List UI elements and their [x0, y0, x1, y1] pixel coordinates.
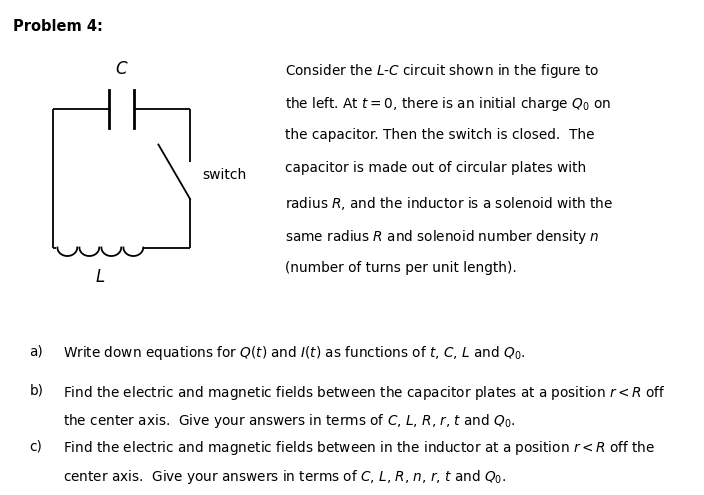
- Text: (number of turns per unit length).: (number of turns per unit length).: [285, 261, 517, 275]
- Text: the capacitor. Then the switch is closed.  The: the capacitor. Then the switch is closed…: [285, 128, 595, 142]
- Text: Problem 4:: Problem 4:: [13, 19, 103, 34]
- Text: the left. At $t = 0$, there is an initial charge $Q_0$ on: the left. At $t = 0$, there is an initia…: [285, 95, 611, 113]
- Text: Find the electric and magnetic fields between in the inductor at a position $r <: Find the electric and magnetic fields be…: [63, 439, 655, 457]
- Text: Find the electric and magnetic fields between the capacitor plates at a position: Find the electric and magnetic fields be…: [63, 384, 666, 401]
- Text: same radius $R$ and solenoid number density $n$: same radius $R$ and solenoid number dens…: [285, 228, 600, 246]
- Text: center axis.  Give your answers in terms of $C$, $L$, $R$, $n$, $r$, $t$ and $Q_: center axis. Give your answers in terms …: [63, 468, 507, 486]
- Text: L: L: [96, 268, 105, 286]
- Text: the center axis.  Give your answers in terms of $C$, $L$, $R$, $r$, $t$ and $Q_0: the center axis. Give your answers in te…: [63, 412, 516, 430]
- Text: radius $R$, and the inductor is a solenoid with the: radius $R$, and the inductor is a soleno…: [285, 195, 613, 211]
- Text: switch: switch: [203, 168, 247, 182]
- Text: a): a): [30, 344, 44, 358]
- Text: Write down equations for $Q(t)$ and $I(t)$ as functions of $t$, $C$, $L$ and $Q_: Write down equations for $Q(t)$ and $I(t…: [63, 344, 526, 362]
- Text: C: C: [115, 60, 127, 78]
- Text: Consider the $L$-$C$ circuit shown in the figure to: Consider the $L$-$C$ circuit shown in th…: [285, 62, 600, 80]
- Text: c): c): [30, 439, 42, 453]
- Text: b): b): [30, 384, 44, 397]
- Text: capacitor is made out of circular plates with: capacitor is made out of circular plates…: [285, 161, 586, 175]
